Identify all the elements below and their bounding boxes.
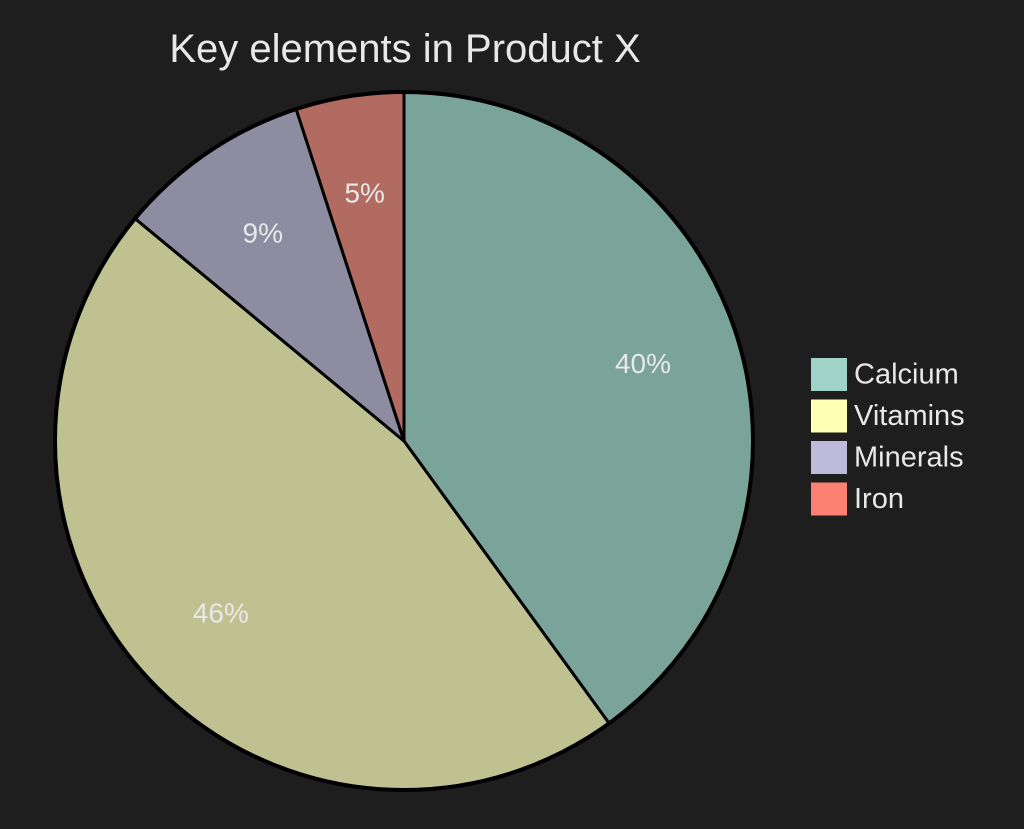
legend-label-vitamins: Vitamins bbox=[854, 400, 965, 432]
slice-label-iron: 5% bbox=[344, 177, 384, 208]
pie-outline bbox=[53, 90, 755, 792]
slice-label-vitamins: 46% bbox=[193, 598, 249, 629]
chart-title: Key elements in Product X bbox=[169, 27, 640, 71]
legend-swatch-vitamins bbox=[811, 399, 847, 433]
legend-swatch-calcium bbox=[811, 358, 847, 391]
slice-label-minerals: 9% bbox=[243, 218, 283, 249]
legend-swatch-minerals bbox=[811, 441, 847, 474]
legend: Calcium Vitamins Minerals Iron bbox=[811, 358, 965, 516]
legend-item-vitamins: Vitamins bbox=[811, 399, 965, 433]
legend-label-calcium: Calcium bbox=[854, 359, 959, 391]
legend-label-minerals: Minerals bbox=[854, 442, 964, 474]
legend-item-iron: Iron bbox=[811, 482, 904, 516]
pie-slice-labels: 40% 46% 9% 5% bbox=[193, 177, 671, 628]
legend-label-iron: Iron bbox=[854, 483, 904, 515]
legend-swatch-iron bbox=[811, 482, 847, 516]
pie-slices bbox=[53, 90, 755, 792]
slice-label-calcium: 40% bbox=[615, 348, 671, 379]
legend-item-calcium: Calcium bbox=[811, 358, 959, 391]
legend-item-minerals: Minerals bbox=[811, 441, 964, 474]
